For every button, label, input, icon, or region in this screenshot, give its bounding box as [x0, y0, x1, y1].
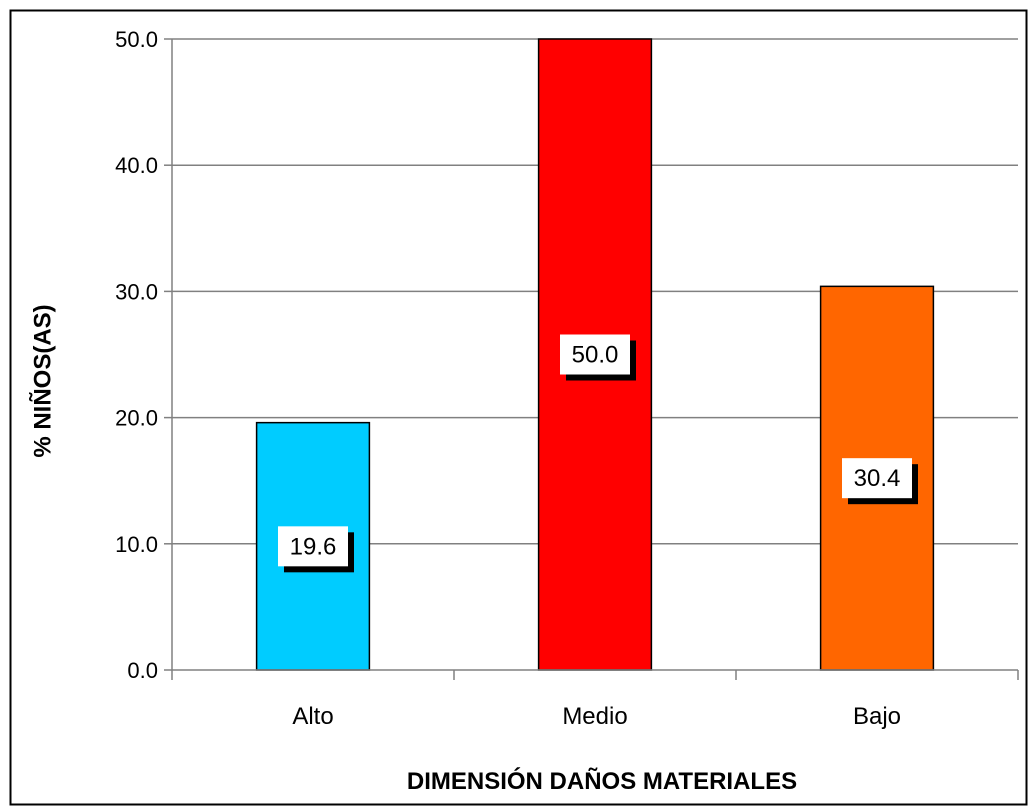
y-tick-label: 40.0	[115, 153, 158, 178]
data-label: 19.6	[290, 533, 337, 560]
x-tick-label: Bajo	[853, 703, 901, 730]
y-tick-label: 10.0	[115, 532, 158, 557]
y-tick-label: 0.0	[127, 658, 158, 683]
y-tick-label: 30.0	[115, 279, 158, 304]
y-tick-label: 50.0	[115, 27, 158, 52]
x-axis-title: DIMENSIÓN DAÑOS MATERIALES	[407, 767, 797, 795]
data-labels: 19.6 50.0 30.4	[278, 334, 918, 573]
axes: 0.0 10.0 20.0 30.0 40.0 50.0 Alto Medio Bajo	[115, 27, 1019, 730]
data-label-box	[842, 458, 912, 499]
data-label: 30.4	[854, 465, 901, 492]
data-label-box	[278, 526, 348, 567]
y-axis-title: % NIÑOS(AS)	[28, 304, 56, 457]
x-tick-label: Alto	[292, 703, 333, 730]
data-label-box	[560, 334, 630, 375]
y-tick-label: 20.0	[115, 406, 158, 431]
x-tick-label: Medio	[562, 703, 627, 730]
data-label: 50.0	[572, 342, 619, 369]
